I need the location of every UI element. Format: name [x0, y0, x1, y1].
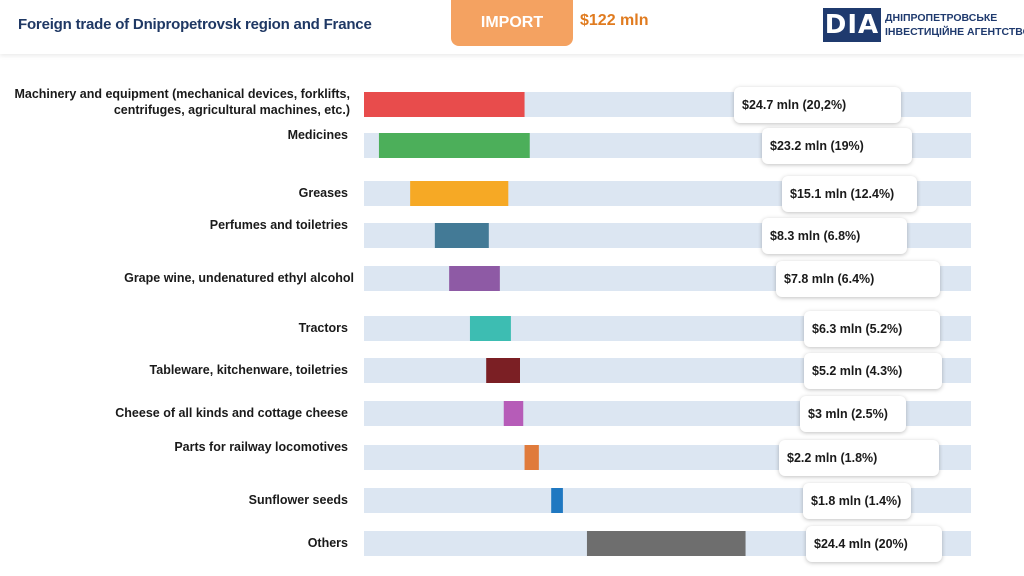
bar	[364, 92, 525, 117]
data-label: $15.1 mln (12.4%)	[782, 176, 917, 212]
bar	[449, 266, 500, 291]
bar	[503, 401, 524, 426]
logo-line-2: ІНВЕСТИЦІЙНЕ АГЕНТСТВО	[885, 26, 1024, 38]
category-label: Greases	[298, 186, 348, 200]
category-label: Tableware, kitchenware, toiletries	[149, 363, 348, 377]
category-label: Cheese of all kinds and cottage cheese	[115, 406, 348, 420]
category-label: Tractors	[298, 321, 348, 335]
bar	[434, 223, 489, 248]
category-label: Machinery and equipment (mechanical devi…	[14, 87, 350, 117]
header: Foreign trade of Dnipropetrovsk region a…	[0, 0, 1024, 54]
category-label: Others	[307, 536, 348, 550]
data-label: $24.4 mln (20%)	[806, 526, 942, 562]
category-label: Parts for railway locomotives	[174, 440, 348, 454]
data-label: $24.7 mln (20,2%)	[734, 87, 901, 123]
category-label: Medicines	[287, 128, 348, 142]
data-label: $2.2 mln (1.8%)	[779, 440, 939, 476]
category-label: Perfumes and toiletries	[209, 218, 348, 232]
import-structure-chart: Machinery and equipment (mechanical devi…	[0, 60, 1024, 576]
bar	[586, 531, 746, 556]
import-total: $122 mln	[580, 12, 649, 29]
data-label: $6.3 mln (5.2%)	[804, 311, 940, 347]
bar	[469, 316, 511, 341]
bar	[410, 181, 509, 206]
data-label: $7.8 mln (6.4%)	[776, 261, 940, 297]
logo-line-1: ДНІПРОПЕТРОВСЬКЕ	[885, 12, 998, 24]
bar	[378, 133, 530, 158]
category-label: Sunflower seeds	[248, 493, 348, 507]
category-label: Grape wine, undenatured ethyl alcohol	[124, 271, 354, 285]
data-label: $23.2 mln (19%)	[762, 128, 912, 164]
logo-text: ДНІПРОПЕТРОВСЬКЕ ІНВЕСТИЦІЙНЕ АГЕНТСТВО	[885, 11, 1024, 39]
data-label: $8.3 mln (6.8%)	[762, 218, 907, 254]
page-title: Foreign trade of Dnipropetrovsk region a…	[18, 16, 372, 33]
data-label: $5.2 mln (4.3%)	[804, 353, 942, 389]
bar	[551, 488, 563, 513]
data-label: $1.8 mln (1.4%)	[803, 483, 911, 519]
logo: DIA ДНІПРОПЕТРОВСЬКЕ ІНВЕСТИЦІЙНЕ АГЕНТС…	[823, 8, 1024, 42]
bar	[486, 358, 520, 383]
bar	[524, 445, 539, 470]
logo-mark: DIA	[823, 8, 881, 42]
import-button[interactable]: IMPORT	[451, 0, 573, 46]
data-label: $3 mln (2.5%)	[800, 396, 906, 432]
